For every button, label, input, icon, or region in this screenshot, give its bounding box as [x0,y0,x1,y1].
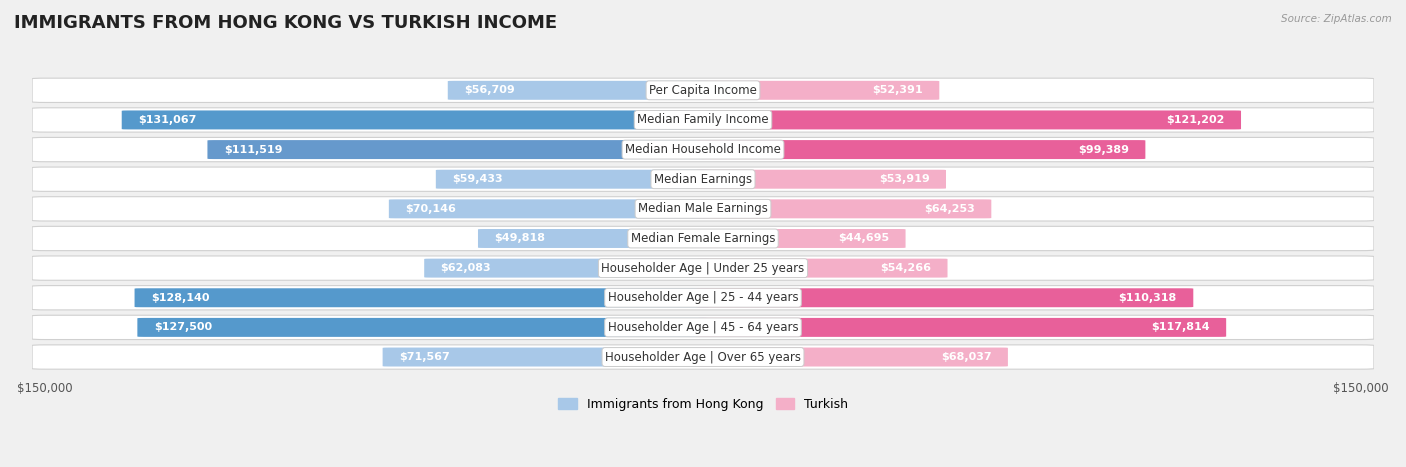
Text: $99,389: $99,389 [1078,145,1129,155]
FancyBboxPatch shape [436,170,710,189]
Text: $53,919: $53,919 [879,174,929,184]
FancyBboxPatch shape [138,318,710,337]
Text: Median Earnings: Median Earnings [654,173,752,186]
FancyBboxPatch shape [382,347,710,367]
FancyBboxPatch shape [696,347,1008,367]
Text: $68,037: $68,037 [941,352,991,362]
FancyBboxPatch shape [32,315,1374,340]
FancyBboxPatch shape [32,197,1374,221]
FancyBboxPatch shape [478,229,710,248]
FancyBboxPatch shape [208,140,710,159]
Text: $70,146: $70,146 [405,204,456,214]
Text: $121,202: $121,202 [1166,115,1225,125]
FancyBboxPatch shape [32,78,1374,102]
Text: Source: ZipAtlas.com: Source: ZipAtlas.com [1281,14,1392,24]
Text: $49,818: $49,818 [495,234,546,243]
Text: Median Family Income: Median Family Income [637,113,769,127]
FancyBboxPatch shape [32,286,1374,310]
FancyBboxPatch shape [696,140,1146,159]
Text: $111,519: $111,519 [224,145,283,155]
FancyBboxPatch shape [696,259,948,277]
Text: $127,500: $127,500 [153,322,212,333]
FancyBboxPatch shape [696,111,1241,129]
FancyBboxPatch shape [32,108,1374,132]
FancyBboxPatch shape [696,229,905,248]
Text: $110,318: $110,318 [1119,293,1177,303]
FancyBboxPatch shape [32,345,1374,369]
Text: IMMIGRANTS FROM HONG KONG VS TURKISH INCOME: IMMIGRANTS FROM HONG KONG VS TURKISH INC… [14,14,557,32]
FancyBboxPatch shape [389,199,710,219]
Text: Householder Age | 45 - 64 years: Householder Age | 45 - 64 years [607,321,799,334]
Text: $71,567: $71,567 [399,352,450,362]
Text: $117,814: $117,814 [1152,322,1209,333]
FancyBboxPatch shape [696,199,991,219]
Legend: Immigrants from Hong Kong, Turkish: Immigrants from Hong Kong, Turkish [553,393,853,416]
Text: $44,695: $44,695 [838,234,889,243]
FancyBboxPatch shape [32,167,1374,191]
FancyBboxPatch shape [32,256,1374,280]
Text: Median Household Income: Median Household Income [626,143,780,156]
Text: $62,083: $62,083 [440,263,491,273]
Text: Median Female Earnings: Median Female Earnings [631,232,775,245]
Text: Median Male Earnings: Median Male Earnings [638,202,768,215]
Text: $59,433: $59,433 [453,174,503,184]
Text: Householder Age | 25 - 44 years: Householder Age | 25 - 44 years [607,291,799,304]
FancyBboxPatch shape [135,288,710,307]
FancyBboxPatch shape [696,318,1226,337]
Text: $56,709: $56,709 [464,85,515,95]
FancyBboxPatch shape [696,288,1194,307]
FancyBboxPatch shape [122,111,710,129]
Text: $54,266: $54,266 [880,263,931,273]
FancyBboxPatch shape [425,259,710,277]
Text: $131,067: $131,067 [138,115,197,125]
Text: $52,391: $52,391 [872,85,922,95]
FancyBboxPatch shape [32,137,1374,162]
FancyBboxPatch shape [32,226,1374,251]
Text: Householder Age | Over 65 years: Householder Age | Over 65 years [605,351,801,363]
Text: Per Capita Income: Per Capita Income [650,84,756,97]
FancyBboxPatch shape [447,81,710,100]
FancyBboxPatch shape [696,81,939,100]
FancyBboxPatch shape [696,170,946,189]
Text: Householder Age | Under 25 years: Householder Age | Under 25 years [602,262,804,275]
Text: $64,253: $64,253 [924,204,974,214]
Text: $128,140: $128,140 [150,293,209,303]
